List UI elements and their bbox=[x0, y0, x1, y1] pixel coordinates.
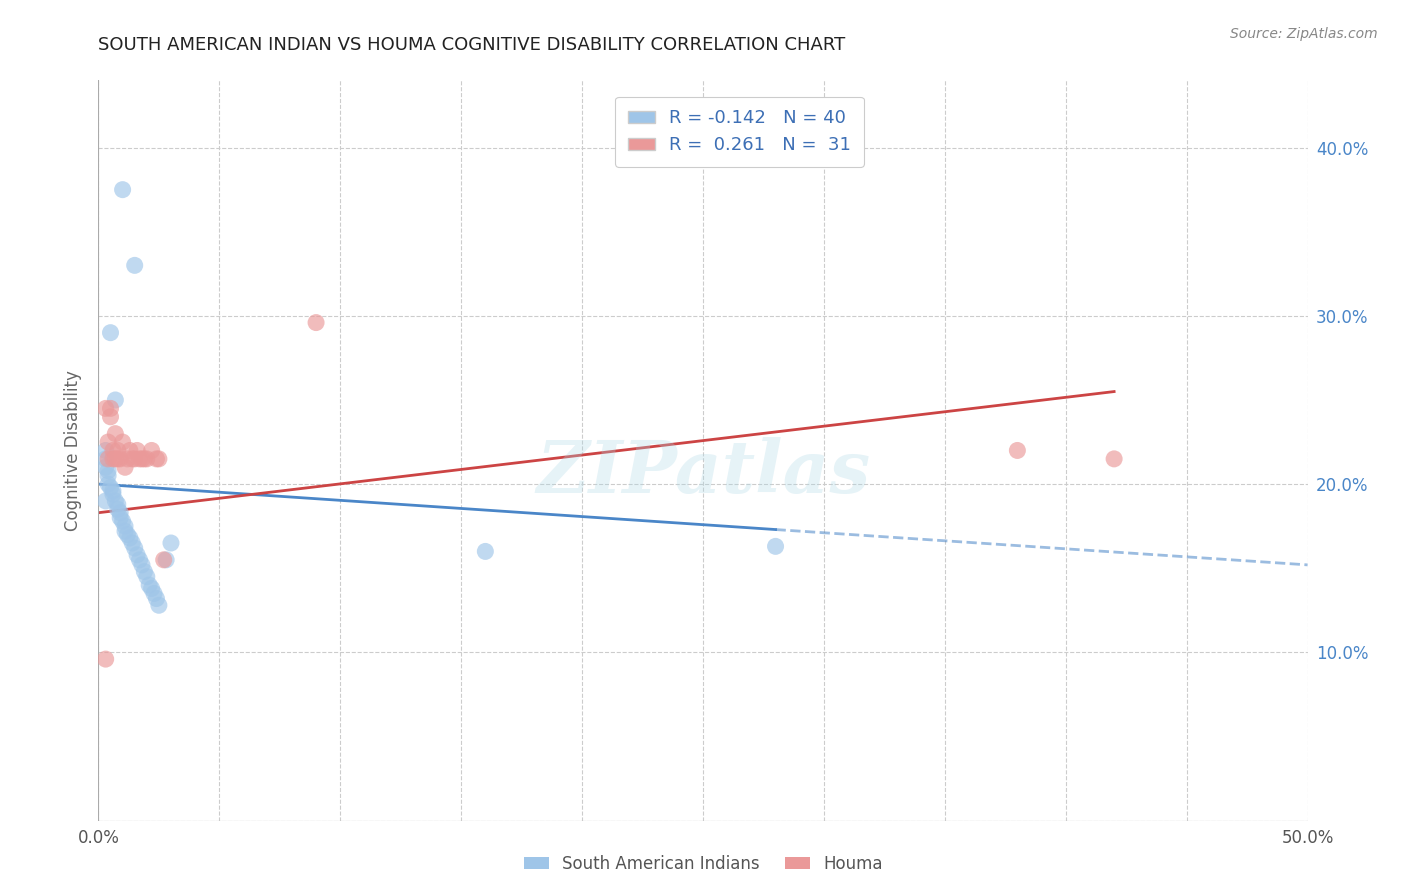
Point bbox=[97, 477, 120, 491]
Point bbox=[141, 582, 163, 596]
Point bbox=[101, 483, 124, 498]
Text: Source: ZipAtlas.com: Source: ZipAtlas.com bbox=[1230, 27, 1378, 41]
Point bbox=[114, 460, 136, 475]
Point bbox=[145, 591, 167, 606]
Point bbox=[108, 510, 131, 524]
Point bbox=[127, 548, 149, 562]
Point bbox=[97, 435, 120, 450]
Point bbox=[135, 451, 157, 466]
Point bbox=[474, 544, 496, 558]
Point bbox=[124, 451, 146, 466]
Point bbox=[117, 527, 139, 541]
Point bbox=[100, 480, 122, 494]
Point bbox=[118, 443, 141, 458]
Point bbox=[107, 451, 129, 466]
Point bbox=[160, 536, 183, 550]
Point bbox=[107, 443, 129, 458]
Point bbox=[94, 401, 117, 416]
Point bbox=[148, 599, 170, 613]
Text: ZIPatlas: ZIPatlas bbox=[536, 437, 870, 508]
Y-axis label: Cognitive Disability: Cognitive Disability bbox=[65, 370, 83, 531]
Point bbox=[145, 451, 167, 466]
Point bbox=[94, 460, 117, 475]
Point bbox=[131, 451, 153, 466]
Point bbox=[143, 586, 166, 600]
Point bbox=[94, 494, 117, 508]
Point bbox=[305, 316, 328, 330]
Point bbox=[121, 451, 143, 466]
Point bbox=[128, 451, 150, 466]
Point bbox=[148, 451, 170, 466]
Point bbox=[1102, 451, 1125, 466]
Point bbox=[100, 401, 122, 416]
Point bbox=[111, 514, 134, 528]
Point bbox=[111, 183, 134, 197]
Text: SOUTH AMERICAN INDIAN VS HOUMA COGNITIVE DISABILITY CORRELATION CHART: SOUTH AMERICAN INDIAN VS HOUMA COGNITIVE… bbox=[98, 36, 845, 54]
Point bbox=[97, 451, 120, 466]
Legend: South American Indians, Houma: South American Indians, Houma bbox=[517, 848, 889, 880]
Point bbox=[107, 502, 129, 516]
Point bbox=[97, 468, 120, 483]
Point bbox=[155, 553, 177, 567]
Point bbox=[121, 536, 143, 550]
Point bbox=[101, 443, 124, 458]
Point bbox=[104, 392, 127, 407]
Point bbox=[104, 494, 127, 508]
Point bbox=[108, 506, 131, 520]
Point bbox=[100, 409, 122, 424]
Point bbox=[104, 426, 127, 441]
Point bbox=[1007, 443, 1029, 458]
Point bbox=[152, 553, 174, 567]
Legend: R = -0.142   N = 40, R =  0.261   N =  31: R = -0.142 N = 40, R = 0.261 N = 31 bbox=[614, 96, 863, 167]
Point bbox=[128, 553, 150, 567]
Point bbox=[134, 565, 156, 579]
Point bbox=[111, 435, 134, 450]
Point bbox=[114, 519, 136, 533]
Point bbox=[135, 569, 157, 583]
Point bbox=[124, 258, 146, 272]
Point bbox=[114, 524, 136, 539]
Point bbox=[100, 326, 122, 340]
Point bbox=[127, 443, 149, 458]
Point bbox=[104, 451, 127, 466]
Point bbox=[94, 443, 117, 458]
Point bbox=[134, 451, 156, 466]
Point bbox=[138, 578, 160, 592]
Point bbox=[118, 531, 141, 545]
Point bbox=[141, 443, 163, 458]
Point bbox=[101, 487, 124, 501]
Point bbox=[131, 558, 153, 572]
Point bbox=[765, 540, 787, 554]
Point bbox=[124, 541, 146, 555]
Point bbox=[94, 451, 117, 466]
Point bbox=[107, 497, 129, 511]
Point bbox=[108, 451, 131, 466]
Point bbox=[97, 464, 120, 478]
Point bbox=[101, 451, 124, 466]
Point bbox=[94, 652, 117, 666]
Point bbox=[117, 451, 139, 466]
